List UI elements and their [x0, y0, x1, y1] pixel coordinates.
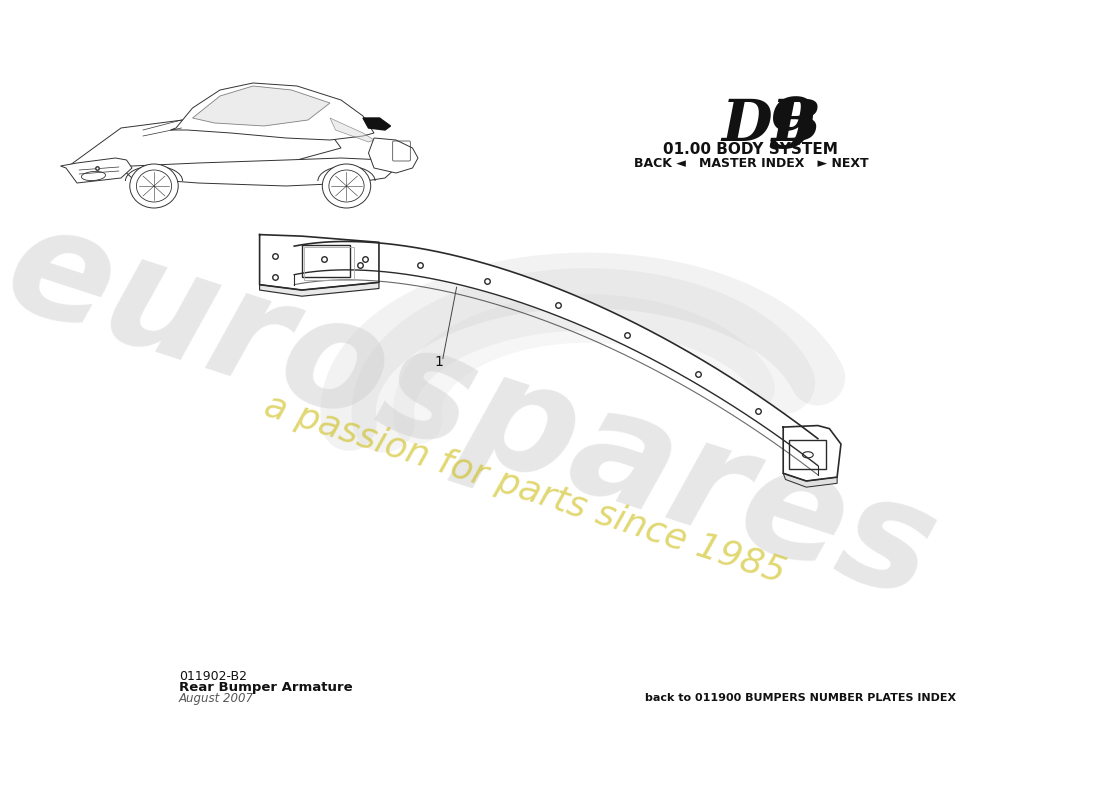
Circle shape: [130, 164, 178, 208]
Text: 1: 1: [434, 354, 443, 369]
Polygon shape: [170, 83, 374, 140]
Circle shape: [329, 170, 364, 202]
Bar: [301, 245, 350, 277]
Bar: [305, 247, 353, 280]
Polygon shape: [783, 474, 837, 487]
Text: DB: DB: [722, 97, 822, 154]
Bar: [790, 440, 826, 470]
Circle shape: [322, 164, 371, 208]
Polygon shape: [60, 158, 132, 183]
Text: back to 011900 BUMPERS NUMBER PLATES INDEX: back to 011900 BUMPERS NUMBER PLATES IND…: [646, 693, 957, 703]
Polygon shape: [295, 242, 818, 466]
Text: 01.00 BODY SYSTEM: 01.00 BODY SYSTEM: [663, 142, 838, 158]
Text: Rear Bumper Armature: Rear Bumper Armature: [178, 681, 352, 694]
Text: August 2007: August 2007: [178, 692, 254, 705]
Polygon shape: [192, 86, 330, 126]
Text: eurospares: eurospares: [0, 191, 954, 632]
Polygon shape: [368, 138, 418, 173]
Polygon shape: [66, 118, 341, 168]
Text: 9: 9: [768, 94, 816, 162]
Polygon shape: [330, 118, 374, 142]
Text: a passion for parts since 1985: a passion for parts since 1985: [261, 388, 790, 590]
Circle shape: [136, 170, 172, 202]
Polygon shape: [783, 426, 842, 481]
Polygon shape: [260, 282, 378, 296]
Polygon shape: [116, 158, 396, 186]
Polygon shape: [363, 118, 390, 130]
Polygon shape: [260, 234, 378, 290]
Text: 011902-B2: 011902-B2: [178, 670, 246, 683]
Text: BACK ◄   MASTER INDEX   ► NEXT: BACK ◄ MASTER INDEX ► NEXT: [634, 158, 868, 170]
